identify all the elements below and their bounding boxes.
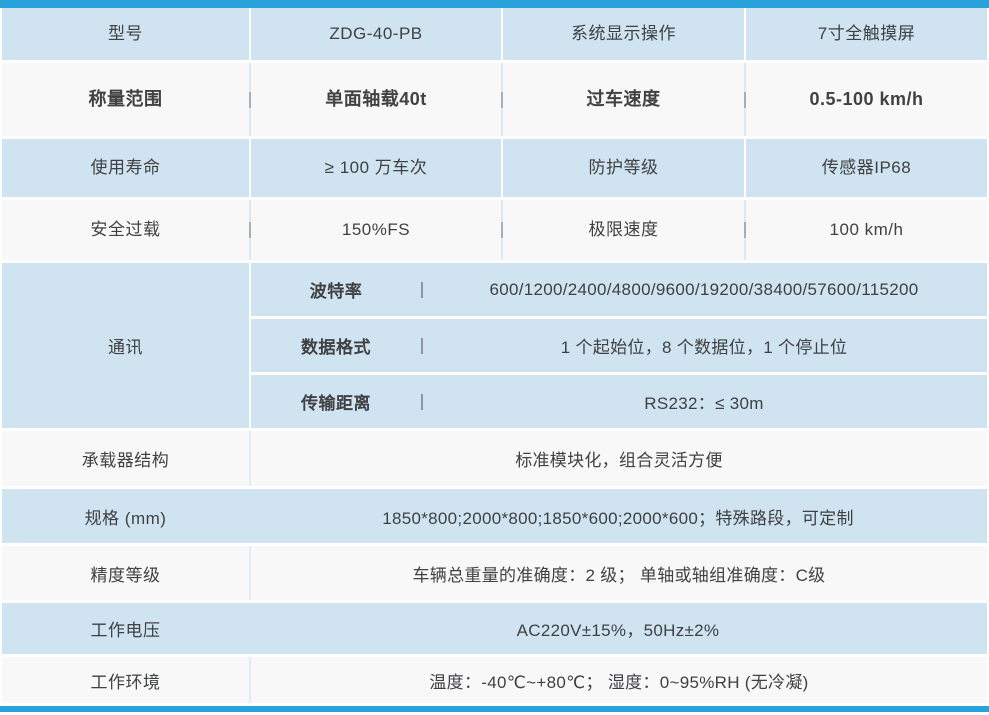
table-row: 工作电压 AC220V±15%，50Hz±2% xyxy=(2,603,987,654)
table-row: 传输距离 RS232：≤ 30m xyxy=(251,375,987,428)
top-accent-bar xyxy=(0,0,989,8)
spec-label-operating-voltage: 工作电压 xyxy=(90,621,161,640)
spec-label-transmission-distance: 传输距离 xyxy=(301,394,371,413)
spec-label-display: 系统显示操作 xyxy=(501,8,744,60)
bottom-accent-bar xyxy=(0,706,989,712)
table-row: 工作环境 温度：-40℃~+80℃； 湿度：0~95%RH (无冷凝) xyxy=(2,657,987,703)
spec-value-weighing-range: 单面轴载40t xyxy=(249,63,501,136)
spec-label-operating-environment: 工作环境 xyxy=(90,672,161,692)
table-row: 数据格式 1 个起始位，8 个数据位，1 个停止位 xyxy=(251,319,987,372)
spec-value-display: 7寸全触摸屏 xyxy=(744,8,987,60)
table-row: 波特率 600/1200/2400/4800/9600/19200/38400/… xyxy=(251,263,987,316)
spec-value-model: ZDG-40-PB xyxy=(249,8,501,60)
spec-value-baud-rate: 600/1200/2400/4800/9600/19200/38400/5760… xyxy=(421,263,987,316)
table-row: 型号 ZDG-40-PB 系统显示操作 7寸全触摸屏 xyxy=(2,8,987,60)
spec-value-protection-rating: 传感器IP68 xyxy=(744,139,987,197)
table-row: 使用寿命 ≥ 100 万车次 防护等级 传感器IP68 xyxy=(2,139,987,197)
spec-label-weighing-range: 称量范围 xyxy=(88,89,163,110)
spec-value-accuracy-class: 车辆总重量的准确度：2 级； 单轴或轴组准确度：C级 xyxy=(249,546,987,600)
spec-label-carrier-structure: 承载器结构 xyxy=(81,451,170,470)
spec-value-pass-speed: 0.5-100 km/h xyxy=(744,63,987,136)
spec-label-communication: 通讯 xyxy=(2,263,249,428)
spec-label-protection-rating: 防护等级 xyxy=(501,139,744,197)
spec-label-data-format: 数据格式 xyxy=(301,338,371,357)
spec-label-limit-speed: 极限速度 xyxy=(501,200,744,260)
spec-value-limit-speed: 100 km/h xyxy=(744,200,987,260)
spec-value-safe-overload: 150%FS xyxy=(249,200,501,260)
communication-section: 通讯 波特率 600/1200/2400/4800/9600/19200/384… xyxy=(2,263,987,428)
spec-label-model: 型号 xyxy=(108,23,143,43)
spec-table: 型号 ZDG-40-PB 系统显示操作 7寸全触摸屏 称量范围 单面轴载40t … xyxy=(0,8,989,703)
table-row: 称量范围 单面轴载40t 过车速度 0.5-100 km/h xyxy=(2,63,987,136)
spec-value-transmission-distance: RS232：≤ 30m xyxy=(421,375,987,428)
spec-value-operating-environment: 温度：-40℃~+80℃； 湿度：0~95%RH (无冷凝) xyxy=(249,657,987,703)
table-row: 精度等级 车辆总重量的准确度：2 级； 单轴或轴组准确度：C级 xyxy=(2,546,987,600)
spec-value-operating-voltage: AC220V±15%，50Hz±2% xyxy=(516,621,720,640)
table-row: 安全过载 150%FS 极限速度 100 km/h xyxy=(2,200,987,260)
communication-subrows: 波特率 600/1200/2400/4800/9600/19200/38400/… xyxy=(251,263,987,428)
spec-value-data-format: 1 个起始位，8 个数据位，1 个停止位 xyxy=(421,319,987,372)
spec-value-carrier-structure: 标准模块化，组合灵活方便 xyxy=(249,431,987,486)
spec-label-accuracy-class: 精度等级 xyxy=(90,565,161,585)
table-row: 承载器结构 标准模块化，组合灵活方便 xyxy=(2,431,987,486)
spec-label-dimensions: 规格 (mm) xyxy=(84,508,167,528)
spec-value-dimensions: 1850*800;2000*800;1850*600;2000*600；特殊路段… xyxy=(382,508,854,528)
spec-label-pass-speed: 过车速度 xyxy=(501,63,744,136)
spec-label-safe-overload: 安全过载 xyxy=(90,219,161,239)
spec-label-baud-rate: 波特率 xyxy=(309,282,363,301)
table-row: 规格 (mm) 1850*800;2000*800;1850*600;2000*… xyxy=(2,489,987,543)
spec-value-service-life: ≥ 100 万车次 xyxy=(249,139,501,197)
spec-label-service-life: 使用寿命 xyxy=(90,157,161,177)
